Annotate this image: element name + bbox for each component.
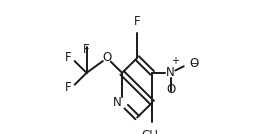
Text: F: F xyxy=(83,43,90,56)
Text: F: F xyxy=(134,15,140,28)
Text: N: N xyxy=(166,66,175,79)
Text: O: O xyxy=(102,51,112,64)
Text: −: − xyxy=(191,59,199,69)
Text: O: O xyxy=(166,83,175,96)
Text: +: + xyxy=(171,56,179,66)
Text: F: F xyxy=(65,81,72,94)
Text: F: F xyxy=(65,51,72,64)
Text: O: O xyxy=(189,57,198,70)
Text: N: N xyxy=(113,96,121,109)
Text: CH₃: CH₃ xyxy=(141,129,163,134)
